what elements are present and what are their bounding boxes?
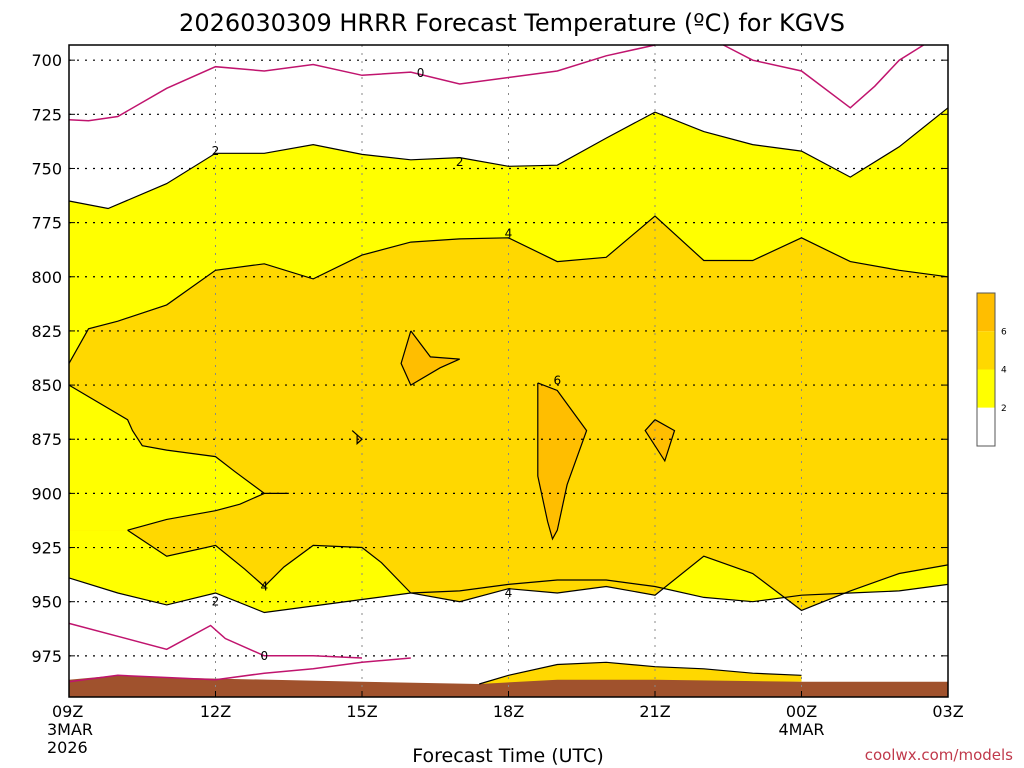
- x-axis-label: Forecast Time (UTC): [412, 745, 603, 767]
- legend-label: 2: [1001, 404, 1007, 414]
- contour-six_b: [537, 382, 588, 541]
- contour-label: 0: [417, 66, 425, 80]
- contour-label: 2: [456, 155, 464, 169]
- y-tick-label: 775: [31, 214, 62, 233]
- contour-zero_lower_b: [68, 657, 411, 683]
- y-tick-label: 800: [31, 268, 62, 287]
- legend-swatch: [977, 407, 995, 446]
- contour-two_upper: [68, 107, 949, 210]
- contour-four_bottom: [479, 661, 802, 685]
- contour-six_d: [351, 430, 363, 445]
- contour-four_upper: [68, 215, 949, 364]
- y-tick-label: 725: [31, 105, 62, 124]
- fill-band-tongue: [69, 385, 289, 531]
- contour-label: 4: [505, 226, 513, 240]
- contour-label: 2: [212, 595, 220, 609]
- y-tick-label: 750: [31, 159, 62, 178]
- x-tick-label: 18Z: [493, 702, 524, 721]
- x-tick-label: 03Z: [932, 702, 963, 721]
- contour-zero_upper: [68, 44, 656, 122]
- y-tick-label: 925: [31, 539, 62, 558]
- legend-label: 6: [1001, 327, 1007, 337]
- legend-swatch: [977, 331, 995, 370]
- chart-title: 2026030309 HRRR Forecast Temperature (ºC…: [179, 9, 845, 37]
- contour-label: 4: [505, 586, 513, 600]
- x-tick-sublabel: 3MAR: [47, 720, 93, 739]
- y-tick-label: 975: [31, 647, 62, 666]
- fill-six_c: [645, 419, 675, 461]
- legend-swatch: [977, 369, 995, 408]
- contour-label: 0: [261, 649, 269, 663]
- fill-six_a: [401, 330, 460, 386]
- x-tick-sublabel: 2026: [47, 738, 88, 757]
- legend-label: 4: [1001, 366, 1007, 376]
- contour-label: 2: [212, 144, 220, 158]
- contour-label: 6: [554, 374, 562, 388]
- contour-zero_lower_a: [68, 622, 363, 659]
- credit-text: coolwx.com/models: [865, 746, 1013, 764]
- contour-zero_upper_b: [723, 44, 924, 109]
- contour-four_lower_b: [127, 492, 265, 531]
- contour-four_lower: [68, 384, 289, 494]
- x-tick-label: 21Z: [639, 702, 670, 721]
- x-tick-label: 15Z: [346, 702, 377, 721]
- contour-six_a: [400, 330, 460, 386]
- plot-area: 0 2 2 4 6 4 2 4 0 700 725 750 775 800 825 850 875 900 925 9…: [31, 44, 964, 757]
- x-tick-label: 12Z: [200, 702, 231, 721]
- contour-two_lower: [68, 577, 949, 614]
- contour-label: 4: [261, 580, 269, 594]
- legend-frame: [976, 292, 996, 447]
- x-tick-sublabel: 4MAR: [778, 720, 824, 739]
- contour-four_lower_c: [127, 529, 949, 612]
- x-tick-label: 00Z: [786, 702, 817, 721]
- y-tick-label: 850: [31, 376, 62, 395]
- y-tick-label: 900: [31, 484, 62, 503]
- contour-six_c: [644, 419, 676, 463]
- y-tick-label: 950: [31, 593, 62, 612]
- y-tick-label: 825: [31, 322, 62, 341]
- y-tick-label: 875: [31, 430, 62, 449]
- legend-swatch: [977, 293, 995, 332]
- fill-white-lower: [69, 623, 411, 682]
- fill-band-bottom: [479, 662, 802, 684]
- x-tick-label: 09Z: [52, 702, 83, 721]
- fill-six_b: [537, 382, 587, 539]
- y-tick-label: 700: [31, 51, 62, 70]
- color-legend: 2 4 6: [976, 292, 1007, 447]
